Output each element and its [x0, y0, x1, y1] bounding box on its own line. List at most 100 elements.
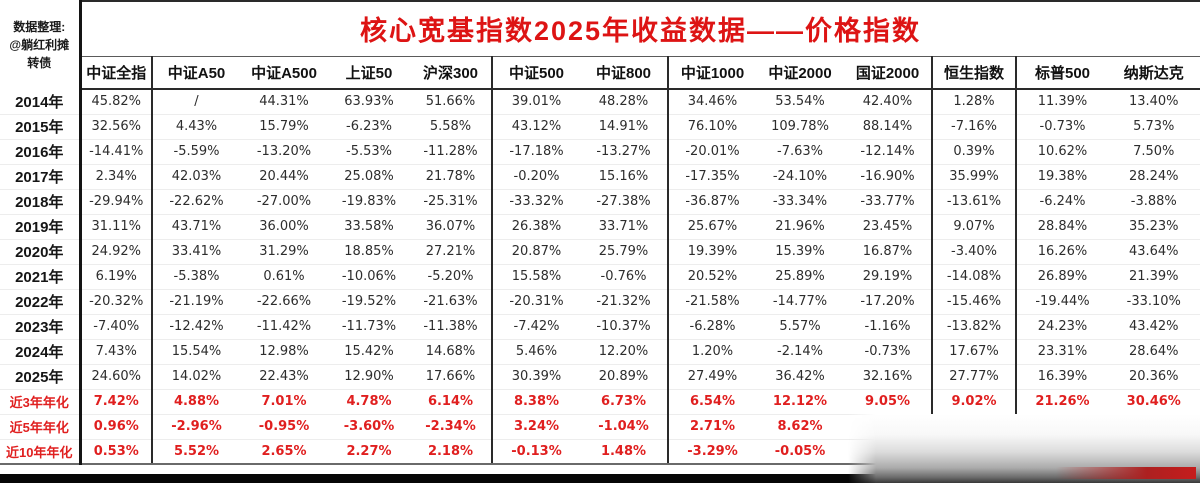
table-cell: -19.52%: [328, 288, 410, 314]
table-cell: 26.38%: [492, 213, 580, 239]
table-cell: 53.54%: [775, 94, 825, 110]
table-row: 2023年 -7.40% -12.42% -11.42% -11.73% -11.38% -…: [0, 313, 1200, 339]
table-cell: 9.02%: [932, 388, 1017, 414]
table-cell: -21.63%: [410, 288, 493, 314]
table-cell: 43.42%: [1108, 313, 1200, 339]
table-cell: -11.28%: [410, 138, 493, 164]
table-row: 2022年 -20.32% -21.19% -22.66% -19.52% -21.63%…: [0, 288, 1200, 314]
table-cell: -20.31%: [492, 288, 580, 314]
column-header: 中证A50: [152, 56, 240, 90]
table-cell: 63.93%: [344, 94, 394, 110]
table-cell: 7.42%: [80, 388, 153, 414]
table-cell: 12.12%: [756, 388, 844, 414]
table-cell: -5.38%: [152, 263, 240, 289]
row-label: 2024年: [0, 338, 82, 364]
table-cell: -19.83%: [328, 188, 410, 214]
table-cell: 44.31%: [259, 94, 309, 110]
table-cell: 2.18%: [410, 438, 493, 465]
table-row: 2024年 7.43% 15.54% 12.98% 15.42% 14.68% 5.46% 1…: [0, 338, 1200, 364]
table-cell: 23.31%: [1016, 338, 1108, 364]
table-cell: -27.38%: [580, 188, 669, 214]
row-label: 2025年: [0, 363, 82, 389]
table-cell: 7.50%: [1108, 138, 1200, 164]
table-cell: 20.44%: [240, 163, 328, 189]
table-cell: 2.34%: [80, 163, 153, 189]
table-cell: 51.66%: [410, 89, 493, 114]
table-cell: 12.90%: [328, 363, 410, 389]
table-cell: 28.64%: [1108, 338, 1200, 364]
table-cell: 25.79%: [580, 238, 669, 264]
table-cell: 35.23%: [1108, 213, 1200, 239]
row-label: 近10年年化: [0, 438, 82, 465]
table-cell: -2.96%: [152, 413, 240, 439]
table-cell: -5.53%: [328, 138, 410, 164]
table-cell: 13.40%: [1108, 89, 1200, 114]
table-cell: 31.11%: [80, 213, 153, 239]
table-cell: 7.01%: [240, 388, 328, 414]
table-cell: -0.13%: [492, 438, 580, 465]
table-cell: -13.20%: [240, 138, 328, 164]
table-cell: 11.39%: [1037, 94, 1088, 110]
table-cell: 9.07%: [932, 213, 1017, 239]
table-cell: 28.84%: [1016, 213, 1108, 239]
table-cell: 25.89%: [756, 263, 844, 289]
table-cell: 21.26%: [1016, 388, 1108, 414]
table-cell: 24.23%: [1016, 313, 1108, 339]
table-cell: 36.00%: [240, 213, 328, 239]
table-cell: 4.43%: [152, 113, 240, 139]
table-cell: -3.88%: [1108, 188, 1200, 214]
table-cell: 6.73%: [580, 388, 669, 414]
table-cell: 5.73%: [1108, 113, 1200, 139]
column-header-row: 中证全指 中证A50 中证A500 上证50 沪深300 中证500 中证800 中证1000…: [0, 56, 1200, 90]
table-row: 2016年 -14.41% -5.59% -13.20% -5.53% -11.28% -1…: [0, 138, 1200, 164]
table-cell: 35.99%: [932, 163, 1017, 189]
table-cell: -0.73%: [1016, 113, 1108, 139]
row-label: 2021年: [0, 263, 82, 289]
table-cell: 26.89%: [1016, 263, 1108, 289]
table-cell: -27.00%: [240, 188, 328, 214]
table-cell: 109.78%: [756, 113, 844, 139]
table-cell: /: [194, 94, 199, 110]
row-label: 2023年: [0, 313, 82, 339]
table-cell: 7.43%: [80, 338, 153, 364]
table-row: 2025年 24.60% 14.02% 22.43% 12.90% 17.66% 30.39…: [0, 363, 1200, 389]
table-cell: 20.89%: [580, 363, 669, 389]
table-cell: 1.20%: [668, 338, 756, 364]
table-cell: 43.71%: [152, 213, 240, 239]
table-cell: 17.66%: [410, 363, 493, 389]
table-cell: -12.42%: [152, 313, 240, 339]
table-cell: 12.20%: [580, 338, 669, 364]
table-cell: 5.57%: [756, 313, 844, 339]
column-header: 中证2000: [756, 56, 844, 90]
table-cell: -7.16%: [932, 113, 1017, 139]
table-cell: -25.31%: [410, 188, 493, 214]
table-cell: 76.10%: [668, 113, 756, 139]
table-cell: 16.26%: [1016, 238, 1108, 264]
table-cell: 3.24%: [492, 413, 580, 439]
row-label: 2015年: [0, 113, 82, 139]
table-cell: 9.05%: [844, 388, 933, 414]
table-cell: 1.48%: [580, 438, 669, 465]
table-cell: -3.60%: [328, 413, 410, 439]
table-cell: -5.20%: [410, 263, 493, 289]
table-cell: 20.36%: [1108, 363, 1200, 389]
table-cell: -22.66%: [240, 288, 328, 314]
table-cell: -33.77%: [844, 188, 933, 214]
table-cell: -15.46%: [932, 288, 1017, 314]
table-cell: 33.71%: [580, 213, 669, 239]
table-cell: 5.58%: [410, 113, 493, 139]
table-cell: 21.78%: [410, 163, 493, 189]
table-cell: 20.52%: [668, 263, 756, 289]
table-cell: 32.56%: [80, 113, 153, 139]
table-cell: -17.20%: [844, 288, 933, 314]
column-header: 中证800: [580, 56, 669, 90]
table-row: 2015年 32.56% 4.43% 15.79% -6.23% 5.58% 43.12% 1…: [0, 113, 1200, 139]
table-cell: 24.60%: [80, 363, 153, 389]
table-cell: 27.49%: [668, 363, 756, 389]
table-cell: -17.18%: [492, 138, 580, 164]
table-cell: 4.88%: [152, 388, 240, 414]
table-cell: -21.19%: [152, 288, 240, 314]
table-row: 近3年年化 7.42% 4.88% 7.01% 4.78% 6.14% 8.38% 6.73%…: [0, 388, 1200, 414]
row-label: 2017年: [0, 163, 82, 189]
